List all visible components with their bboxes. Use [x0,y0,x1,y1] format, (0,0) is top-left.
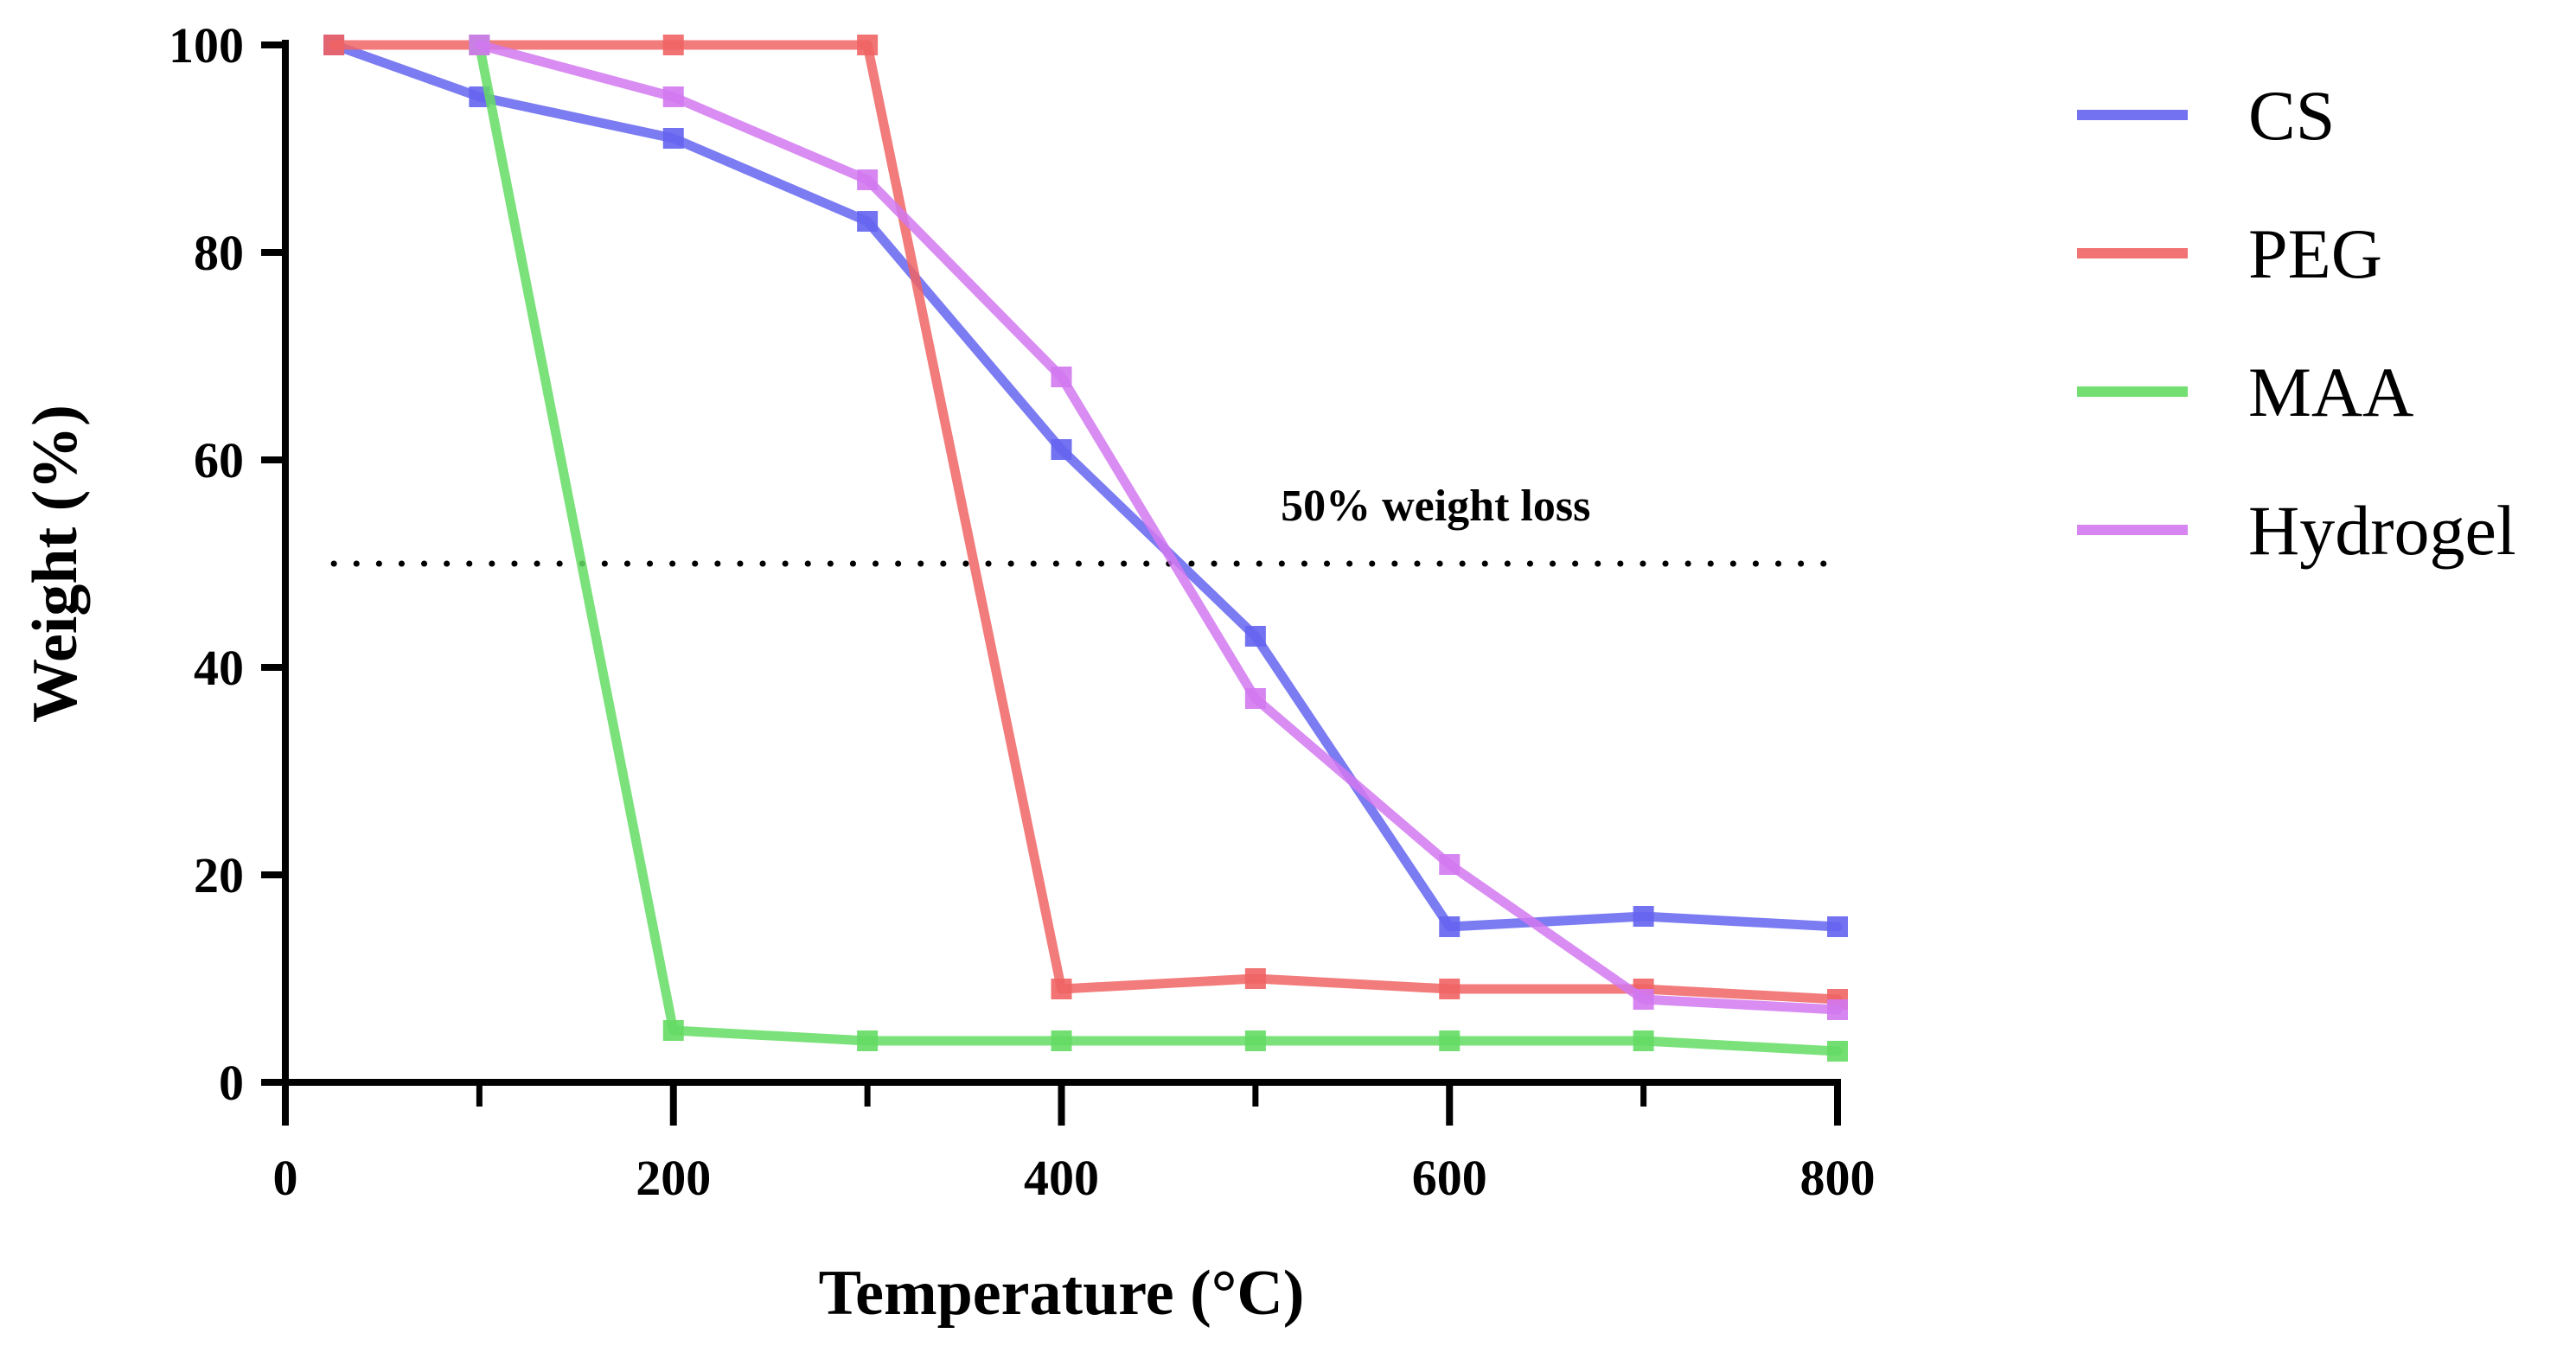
legend-item-maa: MAA [2077,353,2413,431]
legend-label-cs: CS [2248,76,2335,155]
data-point-peg [1244,968,1266,989]
reference-line-label: 50% weight loss [1281,482,1590,531]
data-point-peg [1051,979,1072,999]
data-point-peg [1439,979,1461,999]
data-point-peg [323,35,345,55]
data-point-cs [1633,906,1654,927]
data-point-hydrogel [662,86,684,107]
series-line-maa [474,40,1843,1056]
legend-item-hydrogel: Hydrogel [2077,491,2516,570]
data-point-hydrogel [1051,367,1072,387]
x-tick-label: 200 [636,1150,711,1206]
legend-label-hydrogel: Hydrogel [2248,491,2516,570]
data-point-cs [1439,916,1461,937]
data-point-maa [857,1030,879,1051]
y-tick-label: 60 [194,432,244,488]
legend-item-peg: PEG [2077,214,2382,293]
data-point-cs [857,211,879,232]
legend-item-cs: CS [2077,76,2335,155]
series-cs [323,35,1848,937]
data-point-peg [857,35,879,55]
data-point-hydrogel [1244,688,1266,709]
x-tick-label: 800 [1800,1150,1876,1206]
data-point-maa [662,1020,684,1041]
legend-label-peg: PEG [2248,214,2382,293]
data-point-cs [662,128,684,149]
data-point-maa [1633,1030,1654,1051]
data-point-cs [1051,439,1072,460]
data-point-hydrogel [1633,989,1654,1010]
series-line-peg [329,40,1843,1005]
series-peg [323,35,1848,1010]
x-axis-title: Temperature (°C) [819,1258,1305,1329]
data-point-maa [1827,1041,1848,1062]
legend-label-maa: MAA [2248,353,2413,431]
y-axis-title: Weight (%) [20,405,91,723]
series-hydrogel [469,35,1848,1020]
x-tick-label: 0 [273,1150,298,1206]
data-point-peg [662,35,684,55]
x-tick-label: 400 [1024,1150,1099,1206]
data-point-cs [1244,626,1266,647]
data-point-maa [1244,1030,1266,1051]
y-tick-label: 20 [194,847,244,903]
series-line-hydrogel [474,40,1843,1015]
x-tick-label: 600 [1412,1150,1487,1206]
data-point-maa [1051,1030,1072,1051]
y-tick-label: 0 [219,1055,244,1111]
series-line-cs [329,40,1843,932]
data-point-maa [1439,1030,1461,1051]
data-point-cs [1827,916,1848,937]
y-tick-label: 40 [194,640,244,696]
data-point-hydrogel [1439,854,1461,875]
data-point-hydrogel [1827,999,1848,1020]
data-point-hydrogel [857,169,879,190]
y-tick-label: 100 [169,17,244,73]
y-tick-label: 80 [194,225,244,281]
data-point-hydrogel [469,35,490,55]
